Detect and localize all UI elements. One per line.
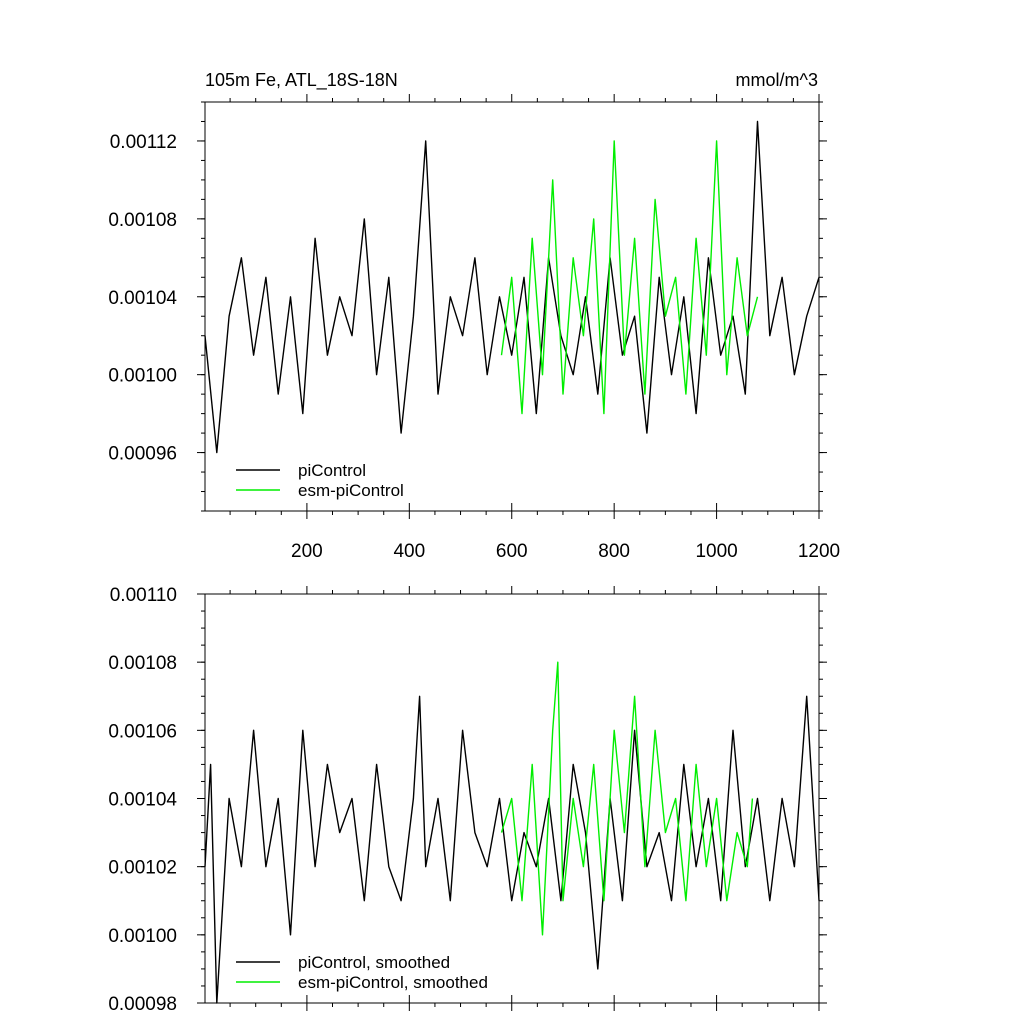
bottom-legend: piControl, smoothed esm-piControl, smoot… bbox=[236, 953, 488, 992]
panel-1-series-line-1 bbox=[500, 661, 754, 936]
panel-0-x-tick-label: 200 bbox=[291, 541, 323, 562]
panel-0-y-tick-label: 0.00112 bbox=[110, 132, 177, 153]
panel-0-y-tick-label: 0.00104 bbox=[108, 288, 177, 309]
bottom-y-tick-labels: 0.00098 0.00100 0.00102 0.00104 0.00106 0.001… bbox=[108, 585, 177, 1015]
legend-label-picontrol: piControl bbox=[298, 461, 366, 480]
legend-label-esm-picontrol-smoothed: esm-piControl, smoothed bbox=[298, 973, 488, 992]
bottom-panel: 0.00098 0.00100 0.00102 0.00104 0.00106 0.001… bbox=[108, 585, 820, 1015]
panel-1-y-tick-label: 0.00106 bbox=[108, 721, 177, 742]
panel-1-y-tick-label: 0.00100 bbox=[108, 926, 177, 947]
top-x-tick-labels: 200 400 600 800 1000 1200 bbox=[291, 541, 840, 562]
bottom-series-group bbox=[204, 661, 820, 1004]
panel-0-series-line-1 bbox=[500, 140, 759, 415]
chart-title: 105m Fe, ATL_18S-18N bbox=[205, 70, 398, 91]
panel-0-series-line-0 bbox=[204, 120, 820, 454]
legend-label-esm-picontrol: esm-piControl bbox=[298, 481, 404, 500]
top-panel: 105m Fe, ATL_18S-18N mmol/m^3 200 400 600 8… bbox=[108, 70, 840, 562]
panel-0-x-tick-label: 800 bbox=[598, 541, 630, 562]
panel-1-y-tick-label: 0.00104 bbox=[108, 790, 177, 811]
top-y-tick-labels: 0.00096 0.00100 0.00104 0.00108 0.00112 bbox=[108, 132, 177, 465]
panel-1-y-tick-label: 0.00102 bbox=[108, 858, 177, 879]
legend-label-picontrol-smoothed: piControl, smoothed bbox=[298, 953, 450, 972]
panel-1-series-line-0 bbox=[204, 695, 820, 1004]
panel-0-x-tick-label: 1200 bbox=[798, 541, 840, 562]
panel-1-y-tick-label: 0.00108 bbox=[108, 653, 177, 674]
panel-1-y-tick-label: 0.00110 bbox=[110, 585, 177, 606]
panel-0-y-tick-label: 0.00096 bbox=[108, 444, 177, 465]
panel-0-x-tick-label: 1000 bbox=[695, 541, 737, 562]
top-series-group bbox=[204, 120, 820, 454]
panel-0-x-tick-label: 400 bbox=[393, 541, 425, 562]
top-legend: piControl esm-piControl bbox=[236, 461, 404, 500]
panel-0-y-tick-label: 0.00108 bbox=[108, 210, 177, 231]
panel-0-x-tick-label: 600 bbox=[496, 541, 528, 562]
units-label: mmol/m^3 bbox=[736, 70, 818, 90]
panel-0-y-tick-label: 0.00100 bbox=[108, 366, 177, 387]
panel-1-y-tick-label: 0.00098 bbox=[108, 994, 177, 1015]
